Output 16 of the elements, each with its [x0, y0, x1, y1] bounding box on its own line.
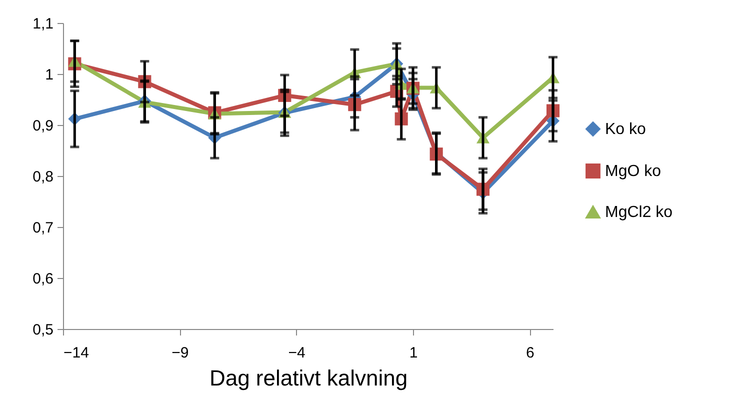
y-tick-label: 0,7: [32, 220, 54, 236]
y-tick-label: 0,9: [32, 118, 54, 134]
x-tick-label: 6: [526, 344, 534, 362]
y-tick-label: 0,6: [32, 270, 54, 288]
legend-label: Ko ko: [605, 121, 646, 138]
x-tick-label: −14: [64, 344, 89, 362]
y-tick-label: 0,5: [32, 322, 54, 338]
legend-label: MgO ko: [605, 163, 662, 180]
x-tick-label: 1: [409, 344, 418, 362]
legend-label: MgCl2 ko: [605, 204, 673, 221]
x-tick-label: −4: [288, 344, 306, 362]
x-axis-title: Dag relativt kalvning: [209, 366, 408, 390]
x-tick-label: −9: [172, 344, 189, 362]
y-tick-label: 0,8: [32, 168, 54, 186]
y-tick-label: 1,1: [32, 16, 54, 32]
y-tick-label: 1: [45, 66, 54, 84]
